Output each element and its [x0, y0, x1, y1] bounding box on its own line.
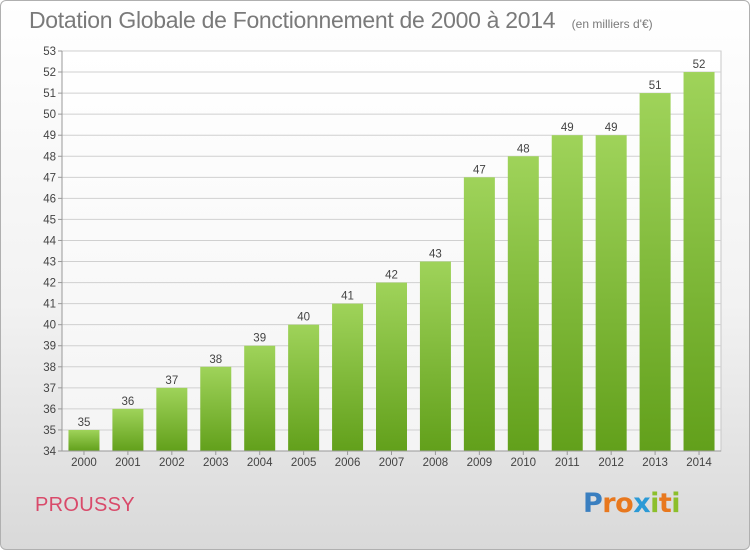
bar: [332, 303, 364, 451]
y-tick-label: 46: [43, 193, 56, 205]
bar: [639, 93, 671, 452]
chart-title: Dotation Globale de Fonctionnement de 20…: [29, 7, 556, 33]
logo-letter: o: [615, 488, 634, 519]
logo-letter: x: [633, 488, 651, 519]
data-label: 52: [693, 59, 706, 71]
x-tick-label: 2007: [379, 457, 405, 469]
bar: [419, 261, 451, 451]
y-tick-label: 36: [43, 404, 56, 416]
x-tick-label: 2008: [423, 457, 449, 469]
x-tick-label: 2013: [642, 457, 668, 469]
logo-letter: r: [602, 488, 616, 519]
x-tick-label: 2001: [115, 457, 141, 469]
data-label: 37: [165, 375, 178, 387]
y-tick-label: 53: [43, 46, 56, 58]
data-label: 36: [122, 396, 135, 408]
bar: [463, 177, 495, 451]
data-label: 35: [78, 417, 91, 429]
bar: [507, 156, 539, 451]
y-tick-label: 40: [43, 320, 56, 332]
bar: [244, 345, 276, 451]
logo-letter: P: [583, 488, 603, 519]
y-tick-label: 43: [43, 257, 56, 269]
x-tick-label: 2000: [71, 457, 97, 469]
title-row: Dotation Globale de Fonctionnement de 20…: [29, 7, 653, 34]
y-tick-label: 35: [43, 425, 56, 437]
proxiti-logo: Proxiti: [583, 488, 681, 519]
logo-letter: i: [671, 488, 681, 519]
x-tick-label: 2004: [247, 457, 273, 469]
x-tick-label: 2012: [598, 457, 624, 469]
y-tick-label: 39: [43, 341, 56, 353]
x-tick-label: 2011: [555, 457, 580, 469]
y-tick-label: 34: [43, 446, 56, 458]
y-tick-label: 37: [43, 383, 56, 395]
data-label: 51: [649, 80, 662, 92]
plot-area: 34 35 36 37 38 39 40 41 42 43 44 45 46 47 48 49 50 51 52 53…: [43, 46, 722, 469]
y-tick-label: 42: [43, 278, 56, 290]
data-label: 48: [517, 143, 530, 155]
y-tick-label: 45: [43, 214, 56, 226]
bar: [288, 324, 320, 451]
y-tick-label: 48: [43, 151, 56, 163]
bar: [683, 72, 715, 451]
data-label: 42: [385, 270, 398, 282]
y-tick-label: 49: [43, 130, 56, 142]
data-label: 41: [341, 291, 354, 303]
data-label: 40: [297, 312, 310, 324]
data-label: 39: [253, 333, 266, 345]
y-tick-label: 51: [43, 88, 56, 100]
logo-letter: t: [658, 488, 672, 519]
data-label: 38: [209, 354, 222, 366]
x-tick-label: 2003: [203, 457, 229, 469]
bar: [551, 135, 583, 452]
bar: [68, 429, 100, 451]
bar: [595, 135, 627, 452]
data-label: 47: [473, 164, 486, 176]
data-label: 43: [429, 249, 442, 261]
chart-subtitle: (en milliers d'€): [571, 17, 653, 31]
bar: [112, 408, 144, 451]
logo-letter: i: [650, 488, 659, 519]
y-tick-label: 50: [43, 109, 56, 121]
x-tick-label: 2009: [467, 457, 493, 469]
bar: [156, 387, 188, 451]
data-label: 49: [561, 122, 574, 134]
x-tick-label: 2014: [686, 457, 712, 469]
y-tick-label: 38: [43, 362, 56, 374]
x-tick-label: 2005: [291, 457, 317, 469]
data-label: 49: [605, 122, 618, 134]
commune-name: PROUSSY: [35, 494, 135, 516]
x-tick-label: 2006: [335, 457, 361, 469]
y-tick-label: 41: [43, 299, 56, 311]
y-tick-label: 52: [43, 67, 56, 79]
bar: [200, 366, 232, 451]
x-tick-label: 2002: [159, 457, 185, 469]
y-tick-label: 44: [43, 235, 56, 247]
bar: [376, 282, 407, 451]
y-tick-label: 47: [43, 172, 56, 184]
x-tick-label: 2010: [511, 457, 537, 469]
